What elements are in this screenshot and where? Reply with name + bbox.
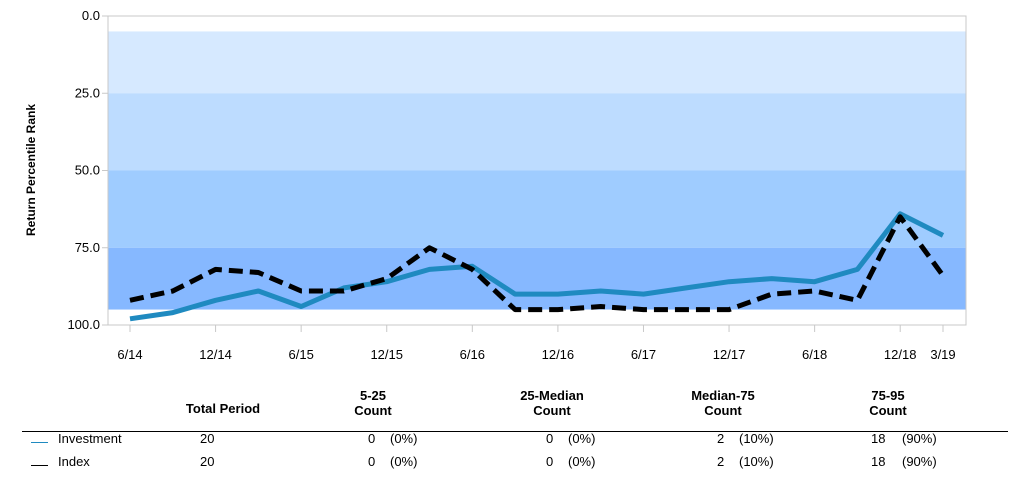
count-5-25: 0 bbox=[368, 454, 376, 469]
pct-5-25: (0%) bbox=[390, 431, 418, 446]
investment-legend-swatch bbox=[31, 442, 48, 443]
y-tick-label: 75.0 bbox=[75, 240, 100, 255]
total-count: 20 bbox=[200, 454, 215, 469]
x-tick-label: 12/14 bbox=[199, 347, 232, 362]
y-tick-label: 100.0 bbox=[67, 317, 100, 332]
pct-5-25: (0%) bbox=[390, 454, 418, 469]
pct-25-median: (0%) bbox=[568, 431, 596, 446]
table-divider bbox=[22, 431, 1008, 432]
header-median-75-count: Median-75 Count bbox=[691, 388, 755, 418]
pct-median-75: (10%) bbox=[739, 454, 774, 469]
total-count: 20 bbox=[200, 431, 215, 446]
percentile-band-5-25 bbox=[108, 31, 966, 94]
percentile-band-25-50 bbox=[108, 93, 966, 171]
x-axis: 6/14 12/14 6/15 12/15 6/16 12/16 6/17 12/17 6/18… bbox=[117, 325, 956, 362]
y-axis: 0.0 25.0 50.0 75.0 100.0 bbox=[67, 8, 108, 332]
count-median-75: 2 bbox=[717, 454, 725, 469]
pct-75-95: (90%) bbox=[902, 431, 937, 446]
count-75-95: 18 bbox=[871, 431, 886, 446]
series-line-index bbox=[129, 214, 946, 313]
count-median-75: 2 bbox=[717, 431, 725, 446]
index-legend-swatch bbox=[31, 465, 48, 466]
series-lines bbox=[129, 211, 946, 322]
percentile-band-75-95 bbox=[108, 247, 966, 310]
row-label: Investment bbox=[58, 431, 122, 446]
header-75-95-count: 75-95 Count bbox=[869, 388, 907, 418]
header-5-25-count: 5-25 Count bbox=[354, 388, 392, 418]
count-75-95: 18 bbox=[871, 454, 886, 469]
y-tick-label: 50.0 bbox=[75, 163, 100, 178]
x-tick-label: 6/18 bbox=[802, 347, 827, 362]
x-tick-label: 6/17 bbox=[631, 347, 656, 362]
series-line-investment bbox=[129, 211, 945, 322]
x-tick-label: 6/14 bbox=[117, 347, 142, 362]
x-tick-label: 12/15 bbox=[370, 347, 403, 362]
pct-75-95: (90%) bbox=[902, 454, 937, 469]
count-25-median: 0 bbox=[546, 454, 554, 469]
x-tick-label: 6/16 bbox=[460, 347, 485, 362]
table-row-investment: Investment 20 0 (0%) 0 (0%) 2 (10%) 18 (… bbox=[0, 429, 1011, 449]
y-tick-label: 25.0 bbox=[75, 85, 100, 100]
percentile-band-50-75 bbox=[108, 170, 966, 248]
header-25-median-count: 25-Median Count bbox=[520, 388, 584, 418]
x-tick-label: 12/17 bbox=[713, 347, 746, 362]
header-total-period: Total Period bbox=[185, 401, 261, 416]
count-5-25: 0 bbox=[368, 431, 376, 446]
x-tick-label: 6/15 bbox=[289, 347, 314, 362]
row-label: Index bbox=[58, 454, 90, 469]
pct-median-75: (10%) bbox=[739, 431, 774, 446]
y-tick-label: 0.0 bbox=[82, 8, 100, 23]
pct-25-median: (0%) bbox=[568, 454, 596, 469]
percentile-bands bbox=[108, 31, 966, 310]
table-row-index: Index 20 0 (0%) 0 (0%) 2 (10%) 18 (90%) bbox=[0, 452, 1011, 472]
x-tick-label: 12/18 bbox=[884, 347, 917, 362]
x-tick-label: 3/19 bbox=[930, 347, 955, 362]
x-tick-label: 12/16 bbox=[542, 347, 575, 362]
y-axis-title: Return Percentile Rank bbox=[24, 104, 38, 236]
count-25-median: 0 bbox=[546, 431, 554, 446]
